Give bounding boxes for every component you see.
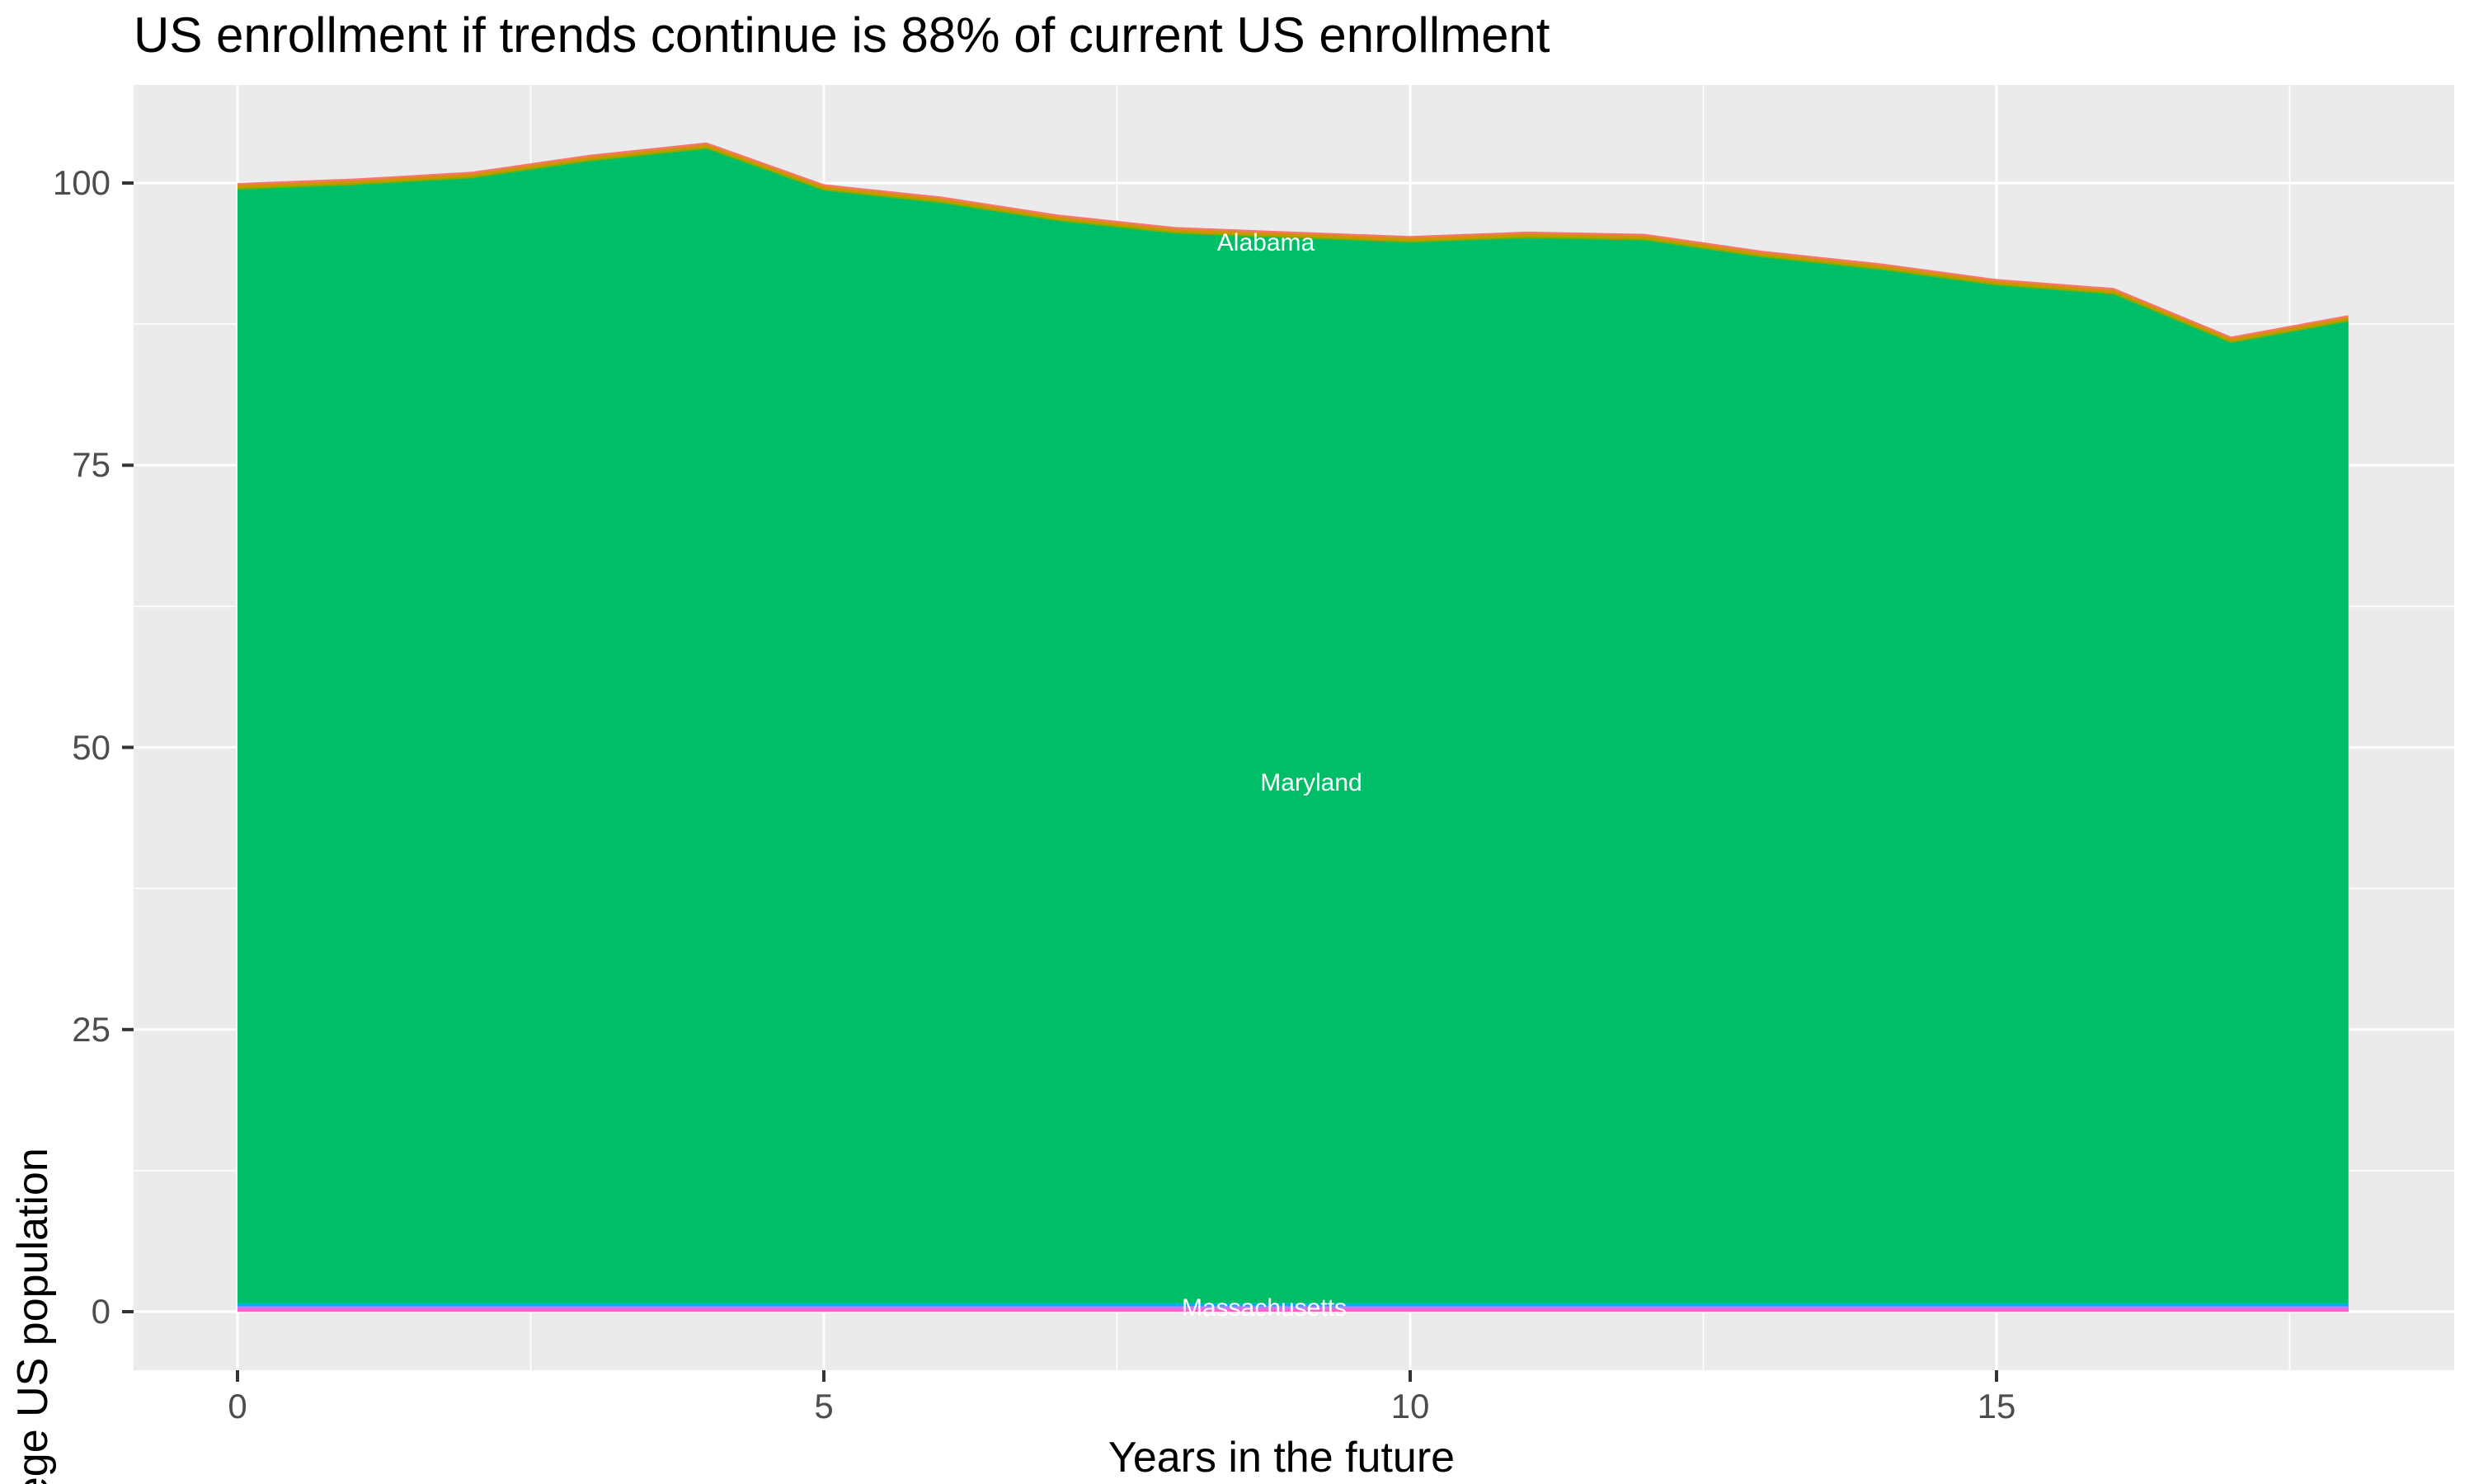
x-tick-label: 15 — [1977, 1387, 2016, 1425]
y-tick-label: 25 — [72, 1009, 111, 1049]
x-tick-label: 10 — [1390, 1387, 1430, 1425]
x-axis-title: Years in the future — [0, 1433, 2474, 1482]
area-series-Massachusetts — [238, 1308, 2349, 1312]
x-tick-label: 0 — [228, 1387, 247, 1425]
y-tick-label: 100 — [52, 163, 111, 202]
area-label-alabama: Alabama — [1216, 229, 1315, 256]
y-tick-label: 0 — [91, 1292, 111, 1331]
area-label-maryland: Maryland — [1260, 769, 1362, 796]
y-tick-label: 75 — [72, 445, 111, 485]
area-label-massachusetts: Massachusetts — [1181, 1294, 1348, 1322]
x-axis-title-text: Years in the future — [1108, 1434, 1456, 1482]
area-series-Maryland — [238, 148, 2349, 1312]
x-tick-label: 5 — [814, 1387, 834, 1425]
y-tick-label: 50 — [72, 727, 111, 767]
chart-title: US enrollment if trends continue is 88% … — [134, 7, 1550, 63]
